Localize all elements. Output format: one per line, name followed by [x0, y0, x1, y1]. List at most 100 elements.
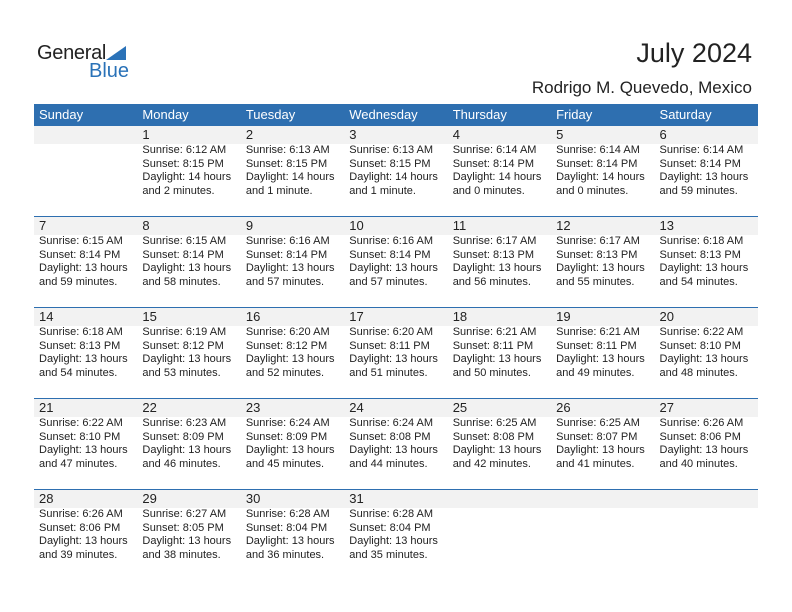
sunrise-text: Sunrise: 6:15 AM	[39, 235, 123, 247]
sunrise-text: Sunrise: 6:21 AM	[452, 326, 537, 338]
sunset-text: Sunset: 8:14 PM	[452, 157, 535, 170]
sunset-text: Sunset: 8:10 PM	[659, 339, 741, 352]
date-strip	[34, 490, 758, 508]
day-cell: 20 Sunrise: 6:22 AM Sunset: 8:10 PM Dayligh…	[655, 308, 758, 380]
daylight1-text: Daylight: 14 hours	[452, 171, 542, 183]
sunset-text: Sunset: 8:06 PM	[659, 430, 741, 443]
day-number: 7	[39, 218, 47, 233]
sunrise-text: Sunrise: 6:25 AM	[556, 417, 640, 429]
day-cell: 8 Sunrise: 6:15 AM Sunset: 8:14 PM Daylight…	[137, 217, 240, 289]
day-cell: 9 Sunrise: 6:16 AM Sunset: 8:14 PM Daylight…	[241, 217, 344, 289]
day-number: 6	[659, 127, 667, 142]
empty-cell	[34, 126, 137, 198]
sunset-text: Sunset: 8:14 PM	[245, 248, 328, 261]
sunrise-text: Sunrise: 6:17 AM	[452, 235, 537, 247]
date-strip	[34, 126, 758, 144]
daylight2-text: and 53 minutes.	[142, 366, 221, 379]
week-row: 1 Sunrise: 6:12 AM Sunset: 8:15 PM Daylight…	[34, 126, 758, 216]
sunset-text: Sunset: 8:09 PM	[142, 430, 224, 443]
day-number: 20	[659, 309, 674, 324]
sunset-text: Sunset: 8:04 PM	[245, 521, 328, 534]
sunrise-text: Sunrise: 6:20 AM	[245, 326, 330, 338]
daylight1-text: Daylight: 13 hours	[452, 262, 542, 274]
day-cell: 7 Sunrise: 6:15 AM Sunset: 8:14 PM Daylight…	[34, 217, 137, 289]
daylight1-text: Daylight: 13 hours	[245, 262, 335, 274]
sunset-text: Sunset: 8:13 PM	[39, 339, 121, 352]
day-cell: 23 Sunrise: 6:24 AM Sunset: 8:09 PM Dayligh…	[241, 399, 344, 471]
sunset-text: Sunset: 8:09 PM	[245, 430, 328, 443]
sunset-text: Sunset: 8:11 PM	[349, 339, 430, 352]
date-strip	[34, 217, 758, 235]
day-number: 11	[452, 218, 467, 233]
sunrise-text: Sunrise: 6:18 AM	[39, 326, 123, 338]
day-number: 16	[245, 309, 261, 324]
date-strip	[34, 308, 758, 326]
daylight1-text: Daylight: 13 hours	[245, 444, 335, 456]
logo-text-blue: Blue	[89, 60, 130, 82]
week-row: 28 Sunrise: 6:26 AM Sunset: 8:06 PM Dayligh…	[34, 489, 758, 580]
daylight1-text: Daylight: 13 hours	[39, 262, 128, 274]
sunrise-text: Sunrise: 6:26 AM	[39, 508, 123, 520]
day-cell: 1 Sunrise: 6:12 AM Sunset: 8:15 PM Daylight…	[137, 126, 240, 198]
daylight1-text: Daylight: 13 hours	[245, 353, 335, 365]
sunrise-text: Sunrise: 6:12 AM	[142, 144, 227, 156]
daylight1-text: Daylight: 13 hours	[142, 353, 232, 365]
day-number: 30	[245, 491, 261, 506]
sunrise-text: Sunrise: 6:17 AM	[556, 235, 640, 247]
sunset-text: Sunset: 8:13 PM	[452, 248, 535, 261]
daylight1-text: Daylight: 13 hours	[142, 262, 232, 274]
location-subtitle: Rodrigo M. Quevedo, Mexico	[531, 78, 752, 97]
empty-cell	[655, 490, 758, 562]
day-number: 31	[349, 491, 364, 506]
day-cell: 13 Sunrise: 6:18 AM Sunset: 8:13 PM Dayligh…	[655, 217, 758, 289]
day-number: 23	[245, 400, 261, 415]
daylight1-text: Daylight: 13 hours	[349, 535, 438, 547]
day-number: 26	[556, 400, 571, 415]
day-cell: 6 Sunrise: 6:14 AM Sunset: 8:14 PM Daylight…	[655, 126, 758, 198]
weekday-thursday: Thursday	[452, 107, 507, 122]
daylight2-text: and 0 minutes.	[556, 184, 629, 197]
daylight2-text: and 0 minutes.	[452, 184, 525, 197]
day-cell: 2 Sunrise: 6:13 AM Sunset: 8:15 PM Daylight…	[241, 126, 344, 198]
daylight2-text: and 59 minutes.	[659, 184, 738, 197]
sunset-text: Sunset: 8:14 PM	[142, 248, 224, 261]
sunrise-text: Sunrise: 6:13 AM	[349, 144, 434, 156]
daylight1-text: Daylight: 13 hours	[349, 444, 438, 456]
sunrise-text: Sunrise: 6:28 AM	[245, 508, 330, 520]
daylight2-text: and 38 minutes.	[142, 548, 221, 561]
daylight1-text: Daylight: 13 hours	[142, 535, 232, 547]
day-number: 29	[142, 491, 157, 506]
sunset-text: Sunset: 8:14 PM	[349, 248, 431, 261]
sunrise-text: Sunrise: 6:21 AM	[556, 326, 640, 338]
sunset-text: Sunset: 8:14 PM	[659, 157, 741, 170]
daylight2-text: and 46 minutes.	[142, 457, 221, 470]
sunrise-text: Sunrise: 6:24 AM	[245, 417, 330, 429]
sunrise-text: Sunrise: 6:16 AM	[349, 235, 434, 247]
day-cell: 16 Sunrise: 6:20 AM Sunset: 8:12 PM Dayligh…	[241, 308, 344, 380]
sunrise-text: Sunrise: 6:14 AM	[452, 144, 537, 156]
daylight1-text: Daylight: 14 hours	[142, 171, 232, 183]
week-row: 21 Sunrise: 6:22 AM Sunset: 8:10 PM Dayligh…	[34, 398, 758, 489]
sunrise-text: Sunrise: 6:26 AM	[659, 417, 744, 429]
sunset-text: Sunset: 8:08 PM	[452, 430, 535, 443]
daylight1-text: Daylight: 14 hours	[245, 171, 335, 183]
sunset-text: Sunset: 8:13 PM	[556, 248, 638, 261]
sunrise-text: Sunrise: 6:22 AM	[39, 417, 123, 429]
day-number: 27	[659, 400, 674, 415]
weekday-sunday: Sunday	[39, 107, 84, 122]
day-cell: 31 Sunrise: 6:28 AM Sunset: 8:04 PM Dayligh…	[344, 490, 447, 562]
sunset-text: Sunset: 8:15 PM	[245, 157, 328, 170]
daylight1-text: Daylight: 13 hours	[39, 444, 128, 456]
day-cell: 29 Sunrise: 6:27 AM Sunset: 8:05 PM Dayligh…	[137, 490, 240, 562]
daylight2-text: and 56 minutes.	[452, 275, 531, 288]
sunrise-text: Sunrise: 6:23 AM	[142, 417, 227, 429]
calendar-grid: Sunday Monday Tuesday Wednesday Thursday Frid…	[34, 104, 758, 580]
weekday-tuesday: Tuesday	[245, 107, 296, 122]
day-number: 9	[245, 218, 254, 233]
daylight1-text: Daylight: 13 hours	[245, 535, 335, 547]
sunset-text: Sunset: 8:11 PM	[452, 339, 534, 352]
sunrise-text: Sunrise: 6:13 AM	[245, 144, 330, 156]
sunset-text: Sunset: 8:15 PM	[349, 157, 431, 170]
daylight1-text: Daylight: 14 hours	[349, 171, 438, 183]
